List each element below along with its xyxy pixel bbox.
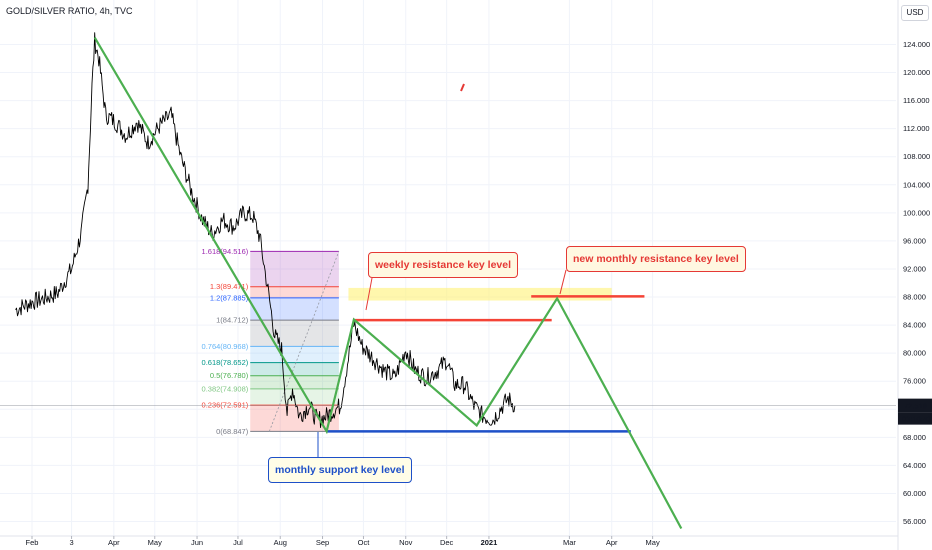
fib-band xyxy=(250,251,339,287)
price-tick-label: 96.000 xyxy=(903,236,926,245)
fib-level-label: 1(84.712) xyxy=(216,316,249,325)
time-tick-label: Aug xyxy=(274,538,287,547)
price-tick-label: 108.000 xyxy=(903,152,930,161)
fib-level-label: 0.236(72.591) xyxy=(202,401,249,410)
price-series xyxy=(0,32,896,428)
price-tick-label: 88.000 xyxy=(903,293,926,302)
price-tick-label: 84.000 xyxy=(903,321,926,330)
price-badge xyxy=(898,398,932,413)
fib-band xyxy=(250,286,339,298)
resistance-zone-layer xyxy=(348,287,612,301)
trend-path[interactable] xyxy=(93,36,683,530)
price-line xyxy=(15,32,516,428)
time-tick-label: Apr xyxy=(606,538,618,547)
fib-level-label: 0.618(78.652) xyxy=(202,358,249,367)
fib-band xyxy=(250,346,339,363)
current-price-label: 72.518 xyxy=(904,401,927,410)
time-tick-label: 3 xyxy=(69,538,73,547)
new-monthly-resistance-callout: new monthly resistance key level xyxy=(566,246,746,272)
time-tick-label: 2021 xyxy=(481,538,498,547)
monthly-support-callout: monthly support key level xyxy=(268,457,412,483)
fib-trend-line xyxy=(268,251,340,432)
time-tick-label: Jul xyxy=(233,538,243,547)
fib-level-label: 0.5(76.780) xyxy=(210,371,249,380)
fib-level-label: 0.764(80.968) xyxy=(202,342,249,351)
price-tick-label: 76.000 xyxy=(903,377,926,386)
price-tick-label: 80.000 xyxy=(903,349,926,358)
countdown-label: 03:10:43 xyxy=(902,415,931,424)
resistance-zone xyxy=(348,287,612,301)
fib-level-label: 0.382(74.908) xyxy=(202,384,249,393)
price-tick-label: 92.000 xyxy=(903,264,926,273)
fib-band xyxy=(250,320,339,347)
trend-path-line xyxy=(93,36,683,530)
price-tick-label: 120.000 xyxy=(903,68,930,77)
time-tick-label: Mar xyxy=(563,538,576,547)
fib-level-label: 1.3(89.471) xyxy=(210,282,249,291)
stray-pen-mark xyxy=(460,83,465,92)
time-tick-label: Oct xyxy=(358,538,371,547)
key-level-lines[interactable] xyxy=(326,295,645,433)
time-tick-label: Apr xyxy=(108,538,120,547)
fib-level-label: 1.2(87.885) xyxy=(210,293,249,302)
price-scale-panel xyxy=(898,0,932,550)
fib-band xyxy=(250,362,339,376)
currency-badge[interactable]: USD xyxy=(901,5,929,21)
price-tick-label: 100.000 xyxy=(903,208,930,217)
countdown-badge xyxy=(898,412,932,425)
price-tick-label: 56.000 xyxy=(903,517,926,526)
price-tick-label: 124.000 xyxy=(903,40,930,49)
price-tick-label: 112.000 xyxy=(903,124,930,133)
time-tick-label: May xyxy=(646,538,660,547)
monthly-callout-pointer xyxy=(559,269,567,295)
time-tick-label: Dec xyxy=(440,538,454,547)
price-tick-label: 104.000 xyxy=(903,180,930,189)
time-tick-label: Nov xyxy=(399,538,413,547)
fib-level-label: 1.618(94.516) xyxy=(202,247,249,256)
time-tick-label: May xyxy=(148,538,162,547)
fib-level-label: 0(68.847) xyxy=(216,427,249,436)
price-tick-label: 68.000 xyxy=(903,433,926,442)
weekly-resistance-callout: weekly resistance key level xyxy=(368,252,519,278)
fib-band xyxy=(250,297,339,321)
time-tick-label: Sep xyxy=(316,538,329,547)
price-tick-label: 64.000 xyxy=(903,461,926,470)
fib-band xyxy=(250,375,339,389)
price-tick-label: 116.000 xyxy=(903,96,930,105)
time-scale-panel xyxy=(0,536,898,550)
chart-title: GOLD/SILVER RATIO, 4h, TVC xyxy=(6,6,133,16)
time-tick-label: Feb xyxy=(26,538,39,547)
time-tick-label: Jun xyxy=(191,538,203,547)
weekly-callout-pointer xyxy=(365,277,373,311)
price-tick-label: 60.000 xyxy=(903,489,926,498)
